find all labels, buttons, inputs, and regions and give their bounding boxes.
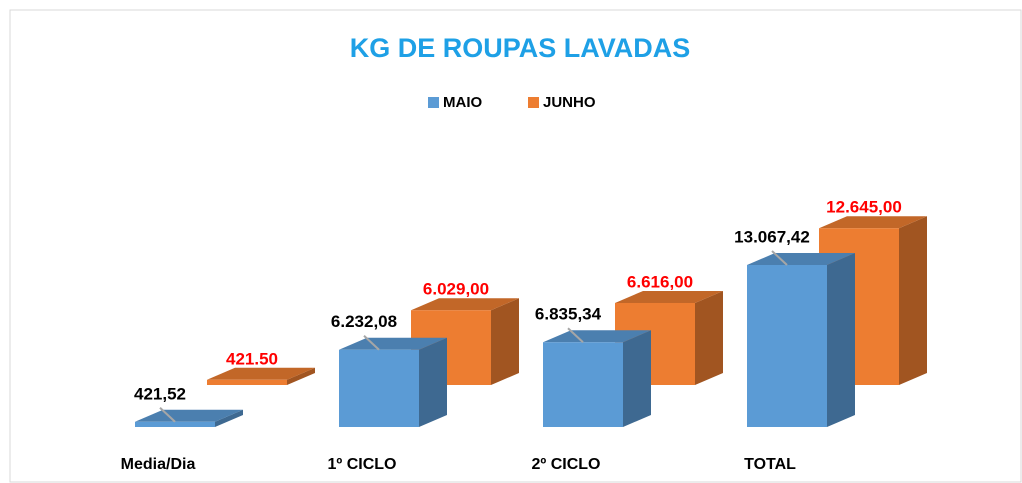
data-label: 6.835,34 (535, 305, 602, 324)
legend-swatch (528, 97, 539, 108)
data-label: 13.067,42 (734, 227, 810, 246)
legend-label: JUNHO (543, 94, 596, 111)
bar (207, 367, 315, 385)
legend-label: MAIO (443, 94, 482, 111)
bar-side (419, 337, 447, 427)
bar (135, 409, 243, 427)
x-tick-label: Media/Dia (121, 456, 196, 473)
data-label: 6.232,08 (331, 312, 397, 331)
x-tick-label: TOTAL (744, 456, 796, 473)
data-label: 421,52 (134, 384, 186, 403)
bar-side (287, 367, 315, 385)
bar-side (491, 298, 519, 385)
data-label: 421.50 (226, 349, 278, 368)
leader-line (567, 327, 584, 343)
bar-side (899, 216, 927, 385)
bar-front (339, 349, 419, 427)
bar-top (135, 409, 243, 422)
bar (543, 330, 651, 427)
leader-line (159, 407, 176, 423)
x-tick-label: 1º CICLO (328, 456, 397, 473)
bar (747, 253, 855, 427)
bar-top (207, 367, 315, 380)
data-label: 6.029,00 (423, 280, 489, 299)
bar-side (623, 330, 651, 427)
bar-top (411, 298, 519, 311)
x-tick-label: 2º CICLO (532, 456, 601, 473)
bar-top (747, 253, 855, 265)
leader-line (771, 250, 788, 266)
bar-front (543, 342, 623, 427)
bar-front (207, 379, 287, 385)
bar-top (819, 216, 927, 229)
bar (339, 337, 447, 427)
leader-line (363, 335, 380, 351)
bar-side (695, 290, 723, 385)
legend-swatch (428, 97, 439, 108)
bar-side (827, 253, 855, 427)
bar-front (747, 265, 827, 427)
bar-side (215, 409, 243, 427)
bar-top (339, 337, 447, 350)
data-label: 6.616,00 (627, 272, 693, 291)
data-label: 12.645,00 (826, 198, 902, 217)
bar-top (615, 290, 723, 303)
bar-front (135, 421, 215, 427)
bar-top (543, 330, 651, 343)
chart-title: KG DE ROUPAS LAVADAS (350, 33, 691, 63)
